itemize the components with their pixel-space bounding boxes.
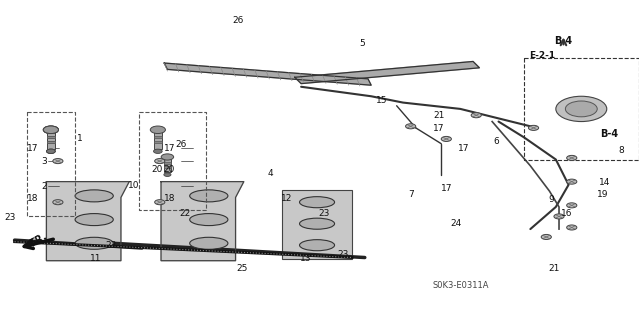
Text: 22: 22 [179, 209, 190, 219]
Text: 20: 20 [164, 165, 175, 174]
Text: 6: 6 [493, 137, 499, 146]
Text: 24: 24 [451, 219, 462, 228]
Bar [154, 141, 162, 143]
Text: 2: 2 [42, 182, 47, 191]
Circle shape [44, 126, 58, 134]
Circle shape [529, 125, 539, 130]
Text: 8: 8 [618, 146, 624, 155]
Text: 13: 13 [300, 254, 311, 263]
Text: B-4: B-4 [554, 36, 573, 46]
Circle shape [566, 225, 577, 230]
Text: S0K3-E0311A: S0K3-E0311A [432, 281, 488, 291]
Text: 15: 15 [376, 96, 388, 105]
Polygon shape [164, 63, 371, 85]
Bar [282, 189, 352, 259]
Text: 16: 16 [561, 209, 572, 219]
Text: 7: 7 [408, 190, 414, 199]
Text: 23: 23 [319, 209, 330, 219]
Circle shape [44, 126, 58, 134]
Bar [47, 141, 55, 143]
Text: 17: 17 [28, 144, 39, 153]
Ellipse shape [189, 214, 228, 226]
Circle shape [52, 200, 63, 205]
Text: 12: 12 [281, 194, 292, 203]
Polygon shape [161, 182, 244, 261]
Text: 3: 3 [42, 157, 47, 166]
Text: 19: 19 [597, 190, 609, 199]
Circle shape [155, 200, 165, 205]
Circle shape [47, 149, 55, 153]
Text: 20: 20 [151, 165, 163, 174]
Text: 18: 18 [28, 194, 39, 203]
Text: 17: 17 [441, 184, 452, 193]
Bar [47, 136, 55, 138]
Text: E-2-1: E-2-1 [529, 51, 556, 60]
Ellipse shape [300, 240, 335, 251]
Circle shape [155, 159, 165, 164]
Text: 23: 23 [106, 241, 117, 250]
Bar [47, 141, 55, 143]
Circle shape [566, 203, 577, 208]
Circle shape [164, 173, 171, 176]
Polygon shape [47, 182, 129, 261]
Circle shape [52, 159, 63, 164]
Text: 17: 17 [458, 144, 470, 153]
Bar [164, 156, 171, 173]
Text: 10: 10 [128, 181, 140, 190]
Text: 23: 23 [4, 212, 16, 222]
Text: 26: 26 [232, 17, 244, 26]
Ellipse shape [189, 237, 228, 249]
Bar [47, 136, 55, 138]
Bar [47, 136, 55, 138]
Text: 9: 9 [548, 195, 554, 204]
Bar [164, 162, 171, 164]
Text: 23: 23 [337, 250, 349, 259]
Text: 11: 11 [90, 254, 101, 263]
Circle shape [161, 154, 173, 160]
Text: 25: 25 [236, 264, 248, 273]
Circle shape [566, 179, 577, 184]
Ellipse shape [75, 237, 113, 249]
Circle shape [47, 149, 55, 153]
Text: 4: 4 [268, 169, 274, 178]
Circle shape [47, 149, 55, 153]
Circle shape [565, 101, 597, 117]
Bar [47, 141, 55, 143]
Circle shape [154, 149, 162, 153]
Ellipse shape [300, 218, 335, 229]
Circle shape [150, 126, 165, 134]
Circle shape [406, 124, 416, 129]
Ellipse shape [300, 197, 335, 208]
Bar [47, 129, 55, 149]
Ellipse shape [75, 190, 113, 202]
Circle shape [566, 155, 577, 160]
Circle shape [44, 126, 58, 134]
Bar [154, 129, 162, 149]
Bar [47, 129, 55, 149]
Text: 17: 17 [433, 124, 444, 133]
Circle shape [541, 234, 552, 240]
Text: 17: 17 [164, 144, 175, 153]
Bar [154, 136, 162, 138]
Bar [47, 129, 55, 149]
Circle shape [471, 113, 481, 118]
Bar [164, 166, 171, 168]
Circle shape [554, 214, 564, 219]
Polygon shape [295, 62, 479, 84]
Text: 26: 26 [175, 140, 186, 149]
Text: FR.: FR. [28, 231, 49, 249]
Ellipse shape [75, 214, 113, 226]
Circle shape [441, 137, 451, 141]
Circle shape [556, 96, 607, 122]
Text: 21: 21 [433, 111, 445, 120]
Text: 1: 1 [77, 134, 83, 144]
Text: 5: 5 [360, 39, 365, 48]
Text: 21: 21 [548, 264, 559, 273]
Text: 14: 14 [599, 178, 611, 187]
Text: B-4: B-4 [600, 129, 618, 139]
Ellipse shape [189, 190, 228, 202]
Text: 18: 18 [164, 194, 175, 203]
